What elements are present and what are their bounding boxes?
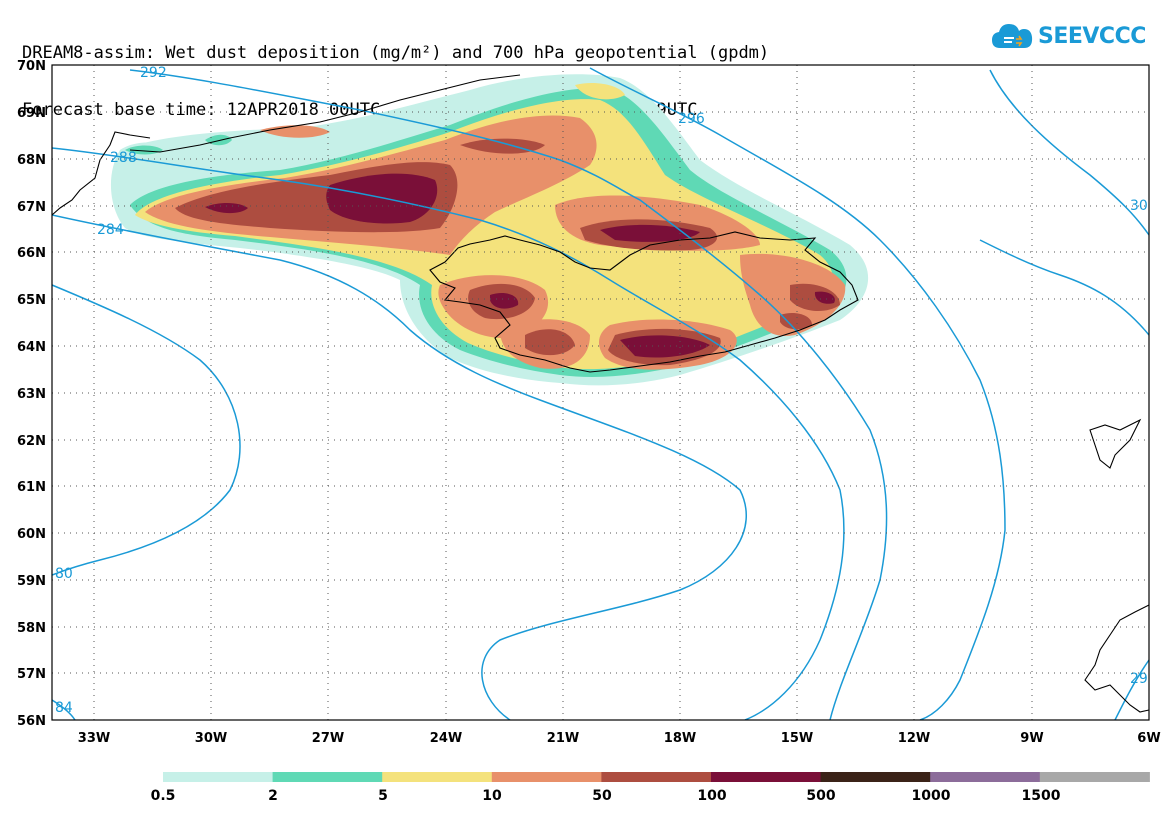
contour-label-80: 80 <box>55 566 73 582</box>
color-legend: 0.5 2 5 10 50 100 500 1000 1500 <box>151 772 1150 804</box>
lat-label: 60N <box>17 527 46 542</box>
greenland-coastline <box>51 74 521 216</box>
legend-swatch <box>1039 772 1150 782</box>
cloud-icon <box>992 24 1033 48</box>
lon-label: 27W <box>312 731 344 746</box>
legend-label: 1500 <box>1022 788 1061 804</box>
legend-swatch <box>272 772 383 782</box>
lat-label: 70N <box>17 59 46 74</box>
contour-label-296: 296 <box>678 111 705 127</box>
legend-label: 100 <box>697 788 726 804</box>
coastlines <box>51 74 1150 713</box>
contour-label-29: 29 <box>1130 671 1148 687</box>
lat-label: 58N <box>17 621 46 636</box>
legend-label: 1000 <box>912 788 951 804</box>
lon-label: 15W <box>781 731 813 746</box>
legend-label: 10 <box>482 788 502 804</box>
contour-label-284: 284 <box>97 222 124 238</box>
iceland-coastline <box>429 231 859 373</box>
deposition-level-5 <box>135 99 833 370</box>
lon-label: 12W <box>898 731 930 746</box>
legend-label: 5 <box>378 788 388 804</box>
legend-swatch <box>382 772 493 782</box>
lon-label: 24W <box>430 731 462 746</box>
contour-29x <box>1114 659 1149 720</box>
lon-label: 6W <box>1137 731 1160 746</box>
lon-label: 9W <box>1020 731 1043 746</box>
deposition-level-100 <box>326 173 438 224</box>
dust-deposition-shading <box>110 74 869 386</box>
legend-label: 0.5 <box>151 788 176 804</box>
legend-swatches <box>163 772 1150 782</box>
legend-swatch <box>820 772 931 782</box>
contour-288 <box>52 147 845 720</box>
contour-labels: 292 296 288 284 30 80 84 29 <box>55 65 1148 716</box>
lat-label: 62N <box>17 434 46 449</box>
logo-text: SEEVCCC <box>1038 23 1146 49</box>
lon-label: 30W <box>195 731 227 746</box>
lat-label: 64N <box>17 340 46 355</box>
lat-label: 69N <box>17 106 46 121</box>
contour-label-84: 84 <box>55 700 73 716</box>
map-frame <box>51 64 1150 721</box>
contour-296 <box>589 67 1006 720</box>
contour-292 <box>129 69 888 720</box>
contour-label-292: 292 <box>140 65 167 81</box>
contour-label-288: 288 <box>110 150 137 166</box>
contour-280 <box>52 284 241 576</box>
faroe-coastline <box>1089 418 1142 469</box>
contour-300 <box>979 69 1149 336</box>
lon-label: 21W <box>547 731 579 746</box>
legend-label: 50 <box>592 788 612 804</box>
legend-swatch <box>711 772 822 782</box>
legend-swatch <box>930 772 1041 782</box>
contour-284b <box>52 699 76 720</box>
legend-swatch <box>163 772 274 782</box>
lat-label: 56N <box>17 714 46 729</box>
longitude-labels: 33W 30W 27W 24W 21W 18W 15W 12W 9W 6W <box>78 731 1161 746</box>
legend-label: 500 <box>806 788 835 804</box>
lat-label: 68N <box>17 153 46 168</box>
lat-label: 61N <box>17 480 46 495</box>
legend-swatch <box>601 772 712 782</box>
lat-label: 66N <box>17 246 46 261</box>
latitude-labels: 70N 69N 68N 67N 66N 65N 64N 63N 62N 61N … <box>17 59 46 729</box>
legend-label: 2 <box>268 788 278 804</box>
lat-label: 67N <box>17 200 46 215</box>
lat-label: 59N <box>17 574 46 589</box>
legend-swatch <box>491 772 602 782</box>
title-line-1: DREAM8-assim: Wet dust deposition (mg/m²… <box>22 43 770 63</box>
contour-284 <box>52 214 747 720</box>
lat-label: 63N <box>17 387 46 402</box>
scotland-coastline <box>1084 604 1150 713</box>
geopotential-contours <box>52 67 1149 720</box>
lat-label: 65N <box>17 293 46 308</box>
seevccc-logo: SEEVCCC <box>990 20 1146 52</box>
lat-label: 57N <box>17 667 46 682</box>
lon-label: 33W <box>78 731 110 746</box>
lon-label: 18W <box>664 731 696 746</box>
